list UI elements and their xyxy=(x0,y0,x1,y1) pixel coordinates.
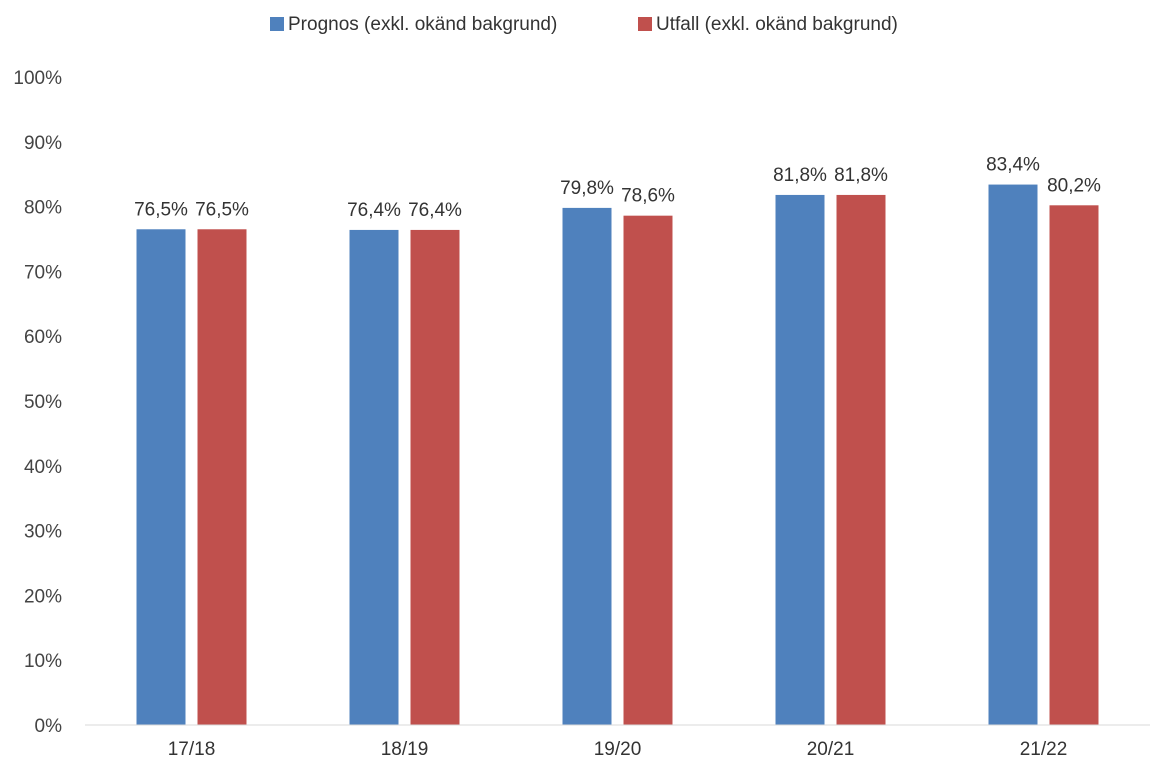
y-tick-label: 70% xyxy=(24,262,62,283)
y-tick-label: 80% xyxy=(24,198,62,219)
data-label: 78,6% xyxy=(621,186,675,207)
y-tick-label: 40% xyxy=(24,457,62,478)
bar-utfall-19-20 xyxy=(623,215,673,725)
data-label: 81,8% xyxy=(834,165,888,186)
y-tick-label: 60% xyxy=(24,327,62,348)
bar-utfall-17-18 xyxy=(197,229,247,725)
y-tick-label: 50% xyxy=(24,392,62,413)
bars xyxy=(136,184,1099,726)
bar-utfall-18-19 xyxy=(410,229,460,726)
y-tick-label: 100% xyxy=(13,68,62,89)
data-label: 81,8% xyxy=(773,165,827,186)
x-tick-label: 18/19 xyxy=(381,739,429,760)
legend-swatch-utfall xyxy=(638,17,652,31)
y-tick-label: 10% xyxy=(24,651,62,672)
y-axis: 0% 10% 20% 30% 40% 50% 60% 70% 80% 90% 100% xyxy=(13,68,62,737)
data-label: 79,8% xyxy=(560,178,614,199)
data-label: 80,2% xyxy=(1047,175,1101,196)
x-tick-label: 19/20 xyxy=(594,739,642,760)
bar-prognos-21-22 xyxy=(988,184,1038,725)
y-tick-label: 0% xyxy=(35,716,63,737)
bar-prognos-19-20 xyxy=(562,207,612,725)
data-label: 76,4% xyxy=(347,200,401,221)
data-label: 76,5% xyxy=(134,199,188,220)
bar-prognos-20-21 xyxy=(775,194,825,725)
x-axis: 17/18 18/19 19/20 20/21 21/22 xyxy=(85,724,1150,760)
legend-label-prognos: Prognos (exkl. okänd bakgrund) xyxy=(288,14,557,35)
chart-legend: Prognos (exkl. okänd bakgrund) Utfall (e… xyxy=(270,14,898,35)
y-tick-label: 90% xyxy=(24,133,62,154)
y-tick-label: 20% xyxy=(24,586,62,607)
bar-prognos-17-18 xyxy=(136,229,186,725)
legend-swatch-prognos xyxy=(270,17,284,31)
y-tick-label: 30% xyxy=(24,522,62,543)
data-label: 76,5% xyxy=(195,199,249,220)
x-tick-label: 21/22 xyxy=(1020,739,1068,760)
value-labels: 76,5% 76,5% 76,4% 76,4% 79,8% 78,6% 81,8% 81,8%… xyxy=(134,155,1101,221)
x-tick-label: 17/18 xyxy=(168,739,216,760)
x-tick-label: 20/21 xyxy=(807,739,855,760)
legend-label-utfall: Utfall (exkl. okänd bakgrund) xyxy=(656,14,898,35)
data-label: 83,4% xyxy=(986,155,1040,176)
bar-utfall-21-22 xyxy=(1049,205,1099,725)
bar-utfall-20-21 xyxy=(836,194,886,725)
bar-prognos-18-19 xyxy=(349,229,399,726)
data-label: 76,4% xyxy=(408,200,462,221)
